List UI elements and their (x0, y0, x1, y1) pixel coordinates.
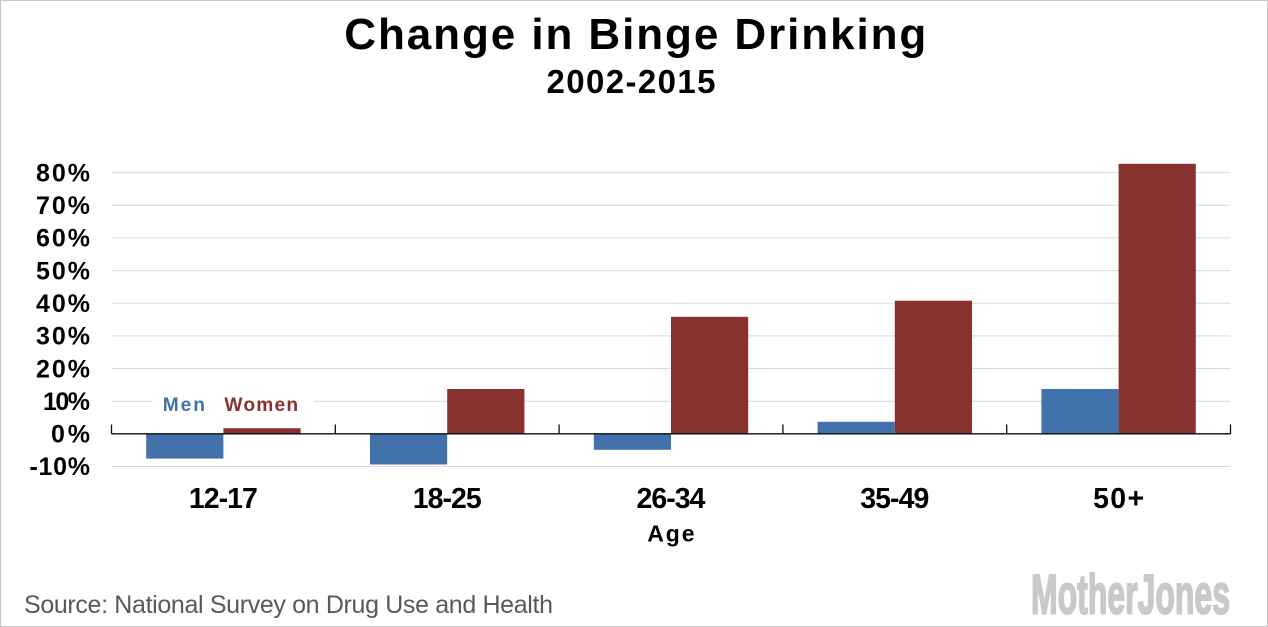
svg-text:Men: Men (163, 395, 205, 416)
svg-text:2002-2015: 2002-2015 (547, 63, 716, 100)
svg-text:Women: Women (224, 395, 298, 416)
svg-text:26-34: 26-34 (637, 483, 706, 515)
svg-text:MotherJones: MotherJones (1031, 563, 1230, 626)
svg-text:50+: 50+ (1093, 483, 1144, 515)
svg-text:35-49: 35-49 (860, 483, 929, 515)
svg-text:10%: 10% (43, 388, 90, 416)
svg-text:70%: 70% (36, 192, 90, 220)
svg-text:40%: 40% (36, 290, 90, 318)
svg-text:50%: 50% (36, 257, 90, 285)
svg-text:Age: Age (647, 521, 694, 547)
svg-text:-10%: -10% (30, 453, 91, 481)
svg-text:Change in Binge Drinking: Change in Binge Drinking (344, 10, 926, 59)
svg-text:Source: National Survey on Dru: Source: National Survey on Drug Use and … (24, 591, 553, 619)
svg-text:60%: 60% (36, 225, 90, 253)
svg-text:0%: 0% (51, 421, 90, 449)
svg-text:80%: 80% (36, 159, 90, 187)
svg-text:20%: 20% (36, 355, 90, 383)
svg-text:12-17: 12-17 (189, 483, 258, 515)
svg-text:18-25: 18-25 (413, 483, 482, 515)
svg-text:30%: 30% (36, 323, 90, 351)
